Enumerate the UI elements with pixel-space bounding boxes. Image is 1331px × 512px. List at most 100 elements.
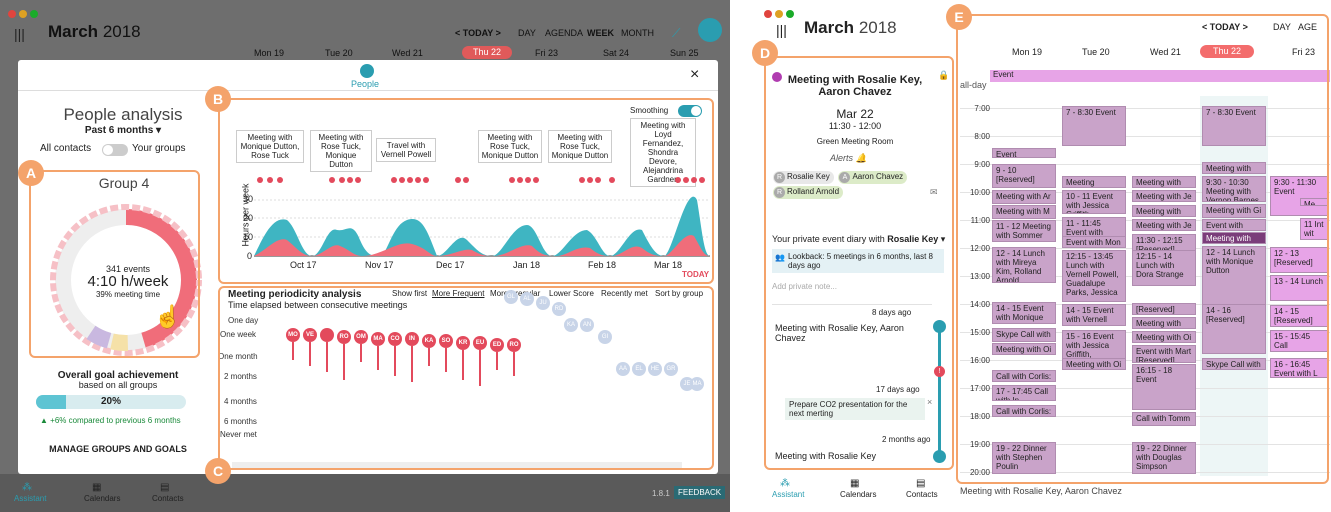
- calendar-event-wed[interactable]: 16:15 - 18 Event: [1132, 364, 1196, 410]
- alerts-label[interactable]: Alerts 🔔: [830, 153, 867, 163]
- contacts-toggle[interactable]: [102, 144, 128, 156]
- horizontal-scrollbar[interactable]: [232, 462, 682, 470]
- person-dot-so[interactable]: SO: [439, 334, 453, 348]
- lock-icon[interactable]: 🔒: [938, 70, 950, 80]
- person-dot-light[interactable]: GL: [504, 290, 518, 304]
- calendar-event-tue[interactable]: 7 - 8:30 Event: [1062, 106, 1126, 146]
- diary-item-3[interactable]: Meeting with Rosalie Key: [775, 451, 877, 461]
- sort-more-frequent[interactable]: More Frequent: [432, 289, 485, 298]
- diary-item-2[interactable]: Prepare CO2 presentation for the next me…: [785, 398, 925, 420]
- person-dot-light[interactable]: AL: [520, 292, 534, 306]
- right-assistant-icon[interactable]: ⁂: [780, 478, 790, 489]
- person-dot-ro[interactable]: RO: [337, 330, 351, 344]
- person-dot-om[interactable]: OM: [354, 330, 368, 344]
- hours-chart[interactable]: [232, 170, 712, 270]
- calendar-event-thu[interactable]: Meeting with Le: [1202, 162, 1266, 174]
- left-view-week[interactable]: WEEK: [587, 28, 614, 38]
- calendar-event-tue[interactable]: 10 - 11 Event with Jessica Griffith,: [1062, 190, 1126, 214]
- person-dot-light[interactable]: GR: [664, 362, 678, 376]
- contacts-tab-icon[interactable]: ▤: [160, 482, 170, 493]
- calendar-event-thu[interactable]: 12 - 14 Lunch with Monique Dutton: [1202, 246, 1266, 314]
- calendar-event-mon[interactable]: 9 - 10 [Reserved]: [992, 164, 1056, 188]
- allday-event[interactable]: Event: [990, 70, 1330, 82]
- calendar-event-wed[interactable]: [Reserved]: [1132, 303, 1196, 315]
- calendar-event-wed[interactable]: Call with Tomm: [1132, 412, 1196, 426]
- right-tab-contacts[interactable]: Contacts: [906, 490, 938, 499]
- calendar-event-fri[interactable]: 13 - 14 Lunch: [1270, 275, 1328, 301]
- people-tab[interactable]: People: [351, 79, 380, 89]
- calendar-event-mon[interactable]: Skype Call with: [992, 328, 1056, 342]
- right-tab-calendars[interactable]: Calendars: [840, 490, 877, 499]
- calendar-event-tue[interactable]: Meeting: [1062, 176, 1126, 188]
- calendar-event-wed[interactable]: Event with Mart [Reserved]: [1132, 345, 1196, 363]
- left-today-nav[interactable]: < TODAY >: [455, 28, 501, 38]
- avatar-icon[interactable]: [698, 18, 722, 42]
- person-dot-co[interactable]: CO: [388, 332, 402, 346]
- calendar-event-thu[interactable]: 14 - 16 [Reserved]: [1202, 304, 1266, 354]
- calendar-event-mon[interactable]: Meeting with Oi: [992, 343, 1056, 355]
- calendar-event-thu[interactable]: Meeting with Ro: [1202, 232, 1266, 244]
- people-tab-icon[interactable]: [360, 64, 374, 78]
- calendar-tab-icon[interactable]: ▦: [92, 482, 102, 493]
- left-tab-calendars[interactable]: Calendars: [84, 494, 121, 503]
- calendar-event-fri[interactable]: 14 - 15 [Reserved]: [1270, 305, 1328, 327]
- callout-5[interactable]: Meeting with Rose Tuck, Monique Dutton: [548, 130, 612, 163]
- calendar-event-thu[interactable]: 7 - 8:30 Event: [1202, 106, 1266, 146]
- person-dot-light[interactable]: RD: [552, 302, 566, 316]
- person-dot-ed[interactable]: ED: [490, 338, 504, 352]
- calendar-event-tue[interactable]: 12:15 - 13:45 Lunch with Vernell Powell,…: [1062, 250, 1126, 302]
- calendar-event-thu[interactable]: 9:30 - 10:30 Meeting with Vernon Barnes,: [1202, 176, 1266, 202]
- calendar-event-mon[interactable]: 19 - 22 Dinner with Stephen Poulin: [992, 442, 1056, 474]
- private-note-input[interactable]: Add private note...: [772, 282, 837, 291]
- timeline-dot-1[interactable]: [933, 320, 946, 333]
- person-dot-kr[interactable]: KR: [456, 336, 470, 350]
- callout-6[interactable]: Meeting with Loyd Fernandez, Shondra Dev…: [630, 118, 696, 187]
- calendar-event-fri[interactable]: 11 Int wit: [1300, 218, 1328, 240]
- trend-icon[interactable]: ⟋: [672, 26, 681, 40]
- period-select[interactable]: Past 6 months ▾: [84, 125, 162, 136]
- manage-groups-button[interactable]: MANAGE GROUPS AND GOALS: [49, 444, 187, 454]
- attendee-2[interactable]: A Aaron Chavez: [838, 171, 908, 184]
- calendar-event-fri[interactable]: 15 - 15:45 Call: [1270, 330, 1328, 352]
- right-calendar-icon[interactable]: ▦: [850, 478, 860, 489]
- person-dot-ve[interactable]: VE: [303, 328, 317, 342]
- close-icon[interactable]: ×: [690, 66, 700, 83]
- sort-lower-score[interactable]: Lower Score: [549, 289, 594, 298]
- delete-note-icon[interactable]: ×: [927, 397, 933, 407]
- calendar-event-wed[interactable]: Meeting with Oi: [1132, 331, 1196, 343]
- calendar-event-fri[interactable]: 12 - 13 [Reserved]: [1270, 247, 1328, 273]
- person-dot-eu[interactable]: EU: [473, 336, 487, 350]
- right-tab-assistant[interactable]: Assistant: [772, 490, 805, 499]
- left-tab-contacts[interactable]: Contacts: [152, 494, 184, 503]
- calendar-event-wed[interactable]: Meeting with Sh: [1132, 176, 1196, 188]
- right-view-agenda[interactable]: AGE: [1298, 22, 1318, 32]
- calendar-event-mon[interactable]: 17 - 17:45 Call with In: [992, 385, 1056, 401]
- calendar-event-thu[interactable]: Event with Gabr: [1202, 219, 1266, 231]
- attendee-3[interactable]: R Rolland Arnold: [773, 186, 844, 199]
- calendar-event-tue[interactable]: 14 - 15 Event with Vernell Powell: [1062, 304, 1126, 326]
- right-view-day[interactable]: DAY: [1273, 22, 1291, 32]
- callout-1[interactable]: Meeting with Monique Dutton, Rose Tuck: [236, 130, 304, 163]
- group-donut[interactable]: [44, 198, 208, 362]
- timeline-alert-icon[interactable]: !: [934, 366, 945, 377]
- right-contacts-icon[interactable]: ▤: [916, 478, 926, 489]
- person-dot-light[interactable]: GI: [598, 330, 612, 344]
- person-dot-light[interactable]: AN: [580, 318, 594, 332]
- calendar-event-mon[interactable]: Call with Corlis:: [992, 370, 1056, 382]
- person-dot-in[interactable]: IN: [405, 332, 419, 346]
- calendar-event-wed[interactable]: Meeting with Je: [1132, 190, 1196, 202]
- calendar-event-mon[interactable]: 14 - 15 Event with Monique: [992, 302, 1056, 324]
- person-dot-ro[interactable]: RO: [507, 338, 521, 352]
- calendar-event-mon[interactable]: Call with Corlis:: [992, 405, 1056, 417]
- person-dot-x[interactable]: [320, 328, 334, 342]
- feedback-button[interactable]: FEEDBACK: [674, 486, 726, 499]
- calendar-event-thu[interactable]: Meeting with Gi: [1202, 204, 1266, 218]
- calendar-event-fri[interactable]: 9:30 - 11:30 Event: [1270, 176, 1328, 216]
- calendar-event-wed[interactable]: Meeting with Ec: [1132, 317, 1196, 329]
- left-tab-assistant[interactable]: Assistant: [14, 494, 47, 503]
- callout-4[interactable]: Meeting with Rose Tuck, Monique Dutton: [478, 130, 542, 163]
- left-view-agenda[interactable]: AGENDA: [545, 28, 584, 38]
- calendar-event-wed[interactable]: Meeting with Je: [1132, 219, 1196, 231]
- calendar-event-mon[interactable]: Meeting with Ar: [992, 190, 1056, 204]
- assistant-tab-icon[interactable]: ⁂: [22, 482, 32, 493]
